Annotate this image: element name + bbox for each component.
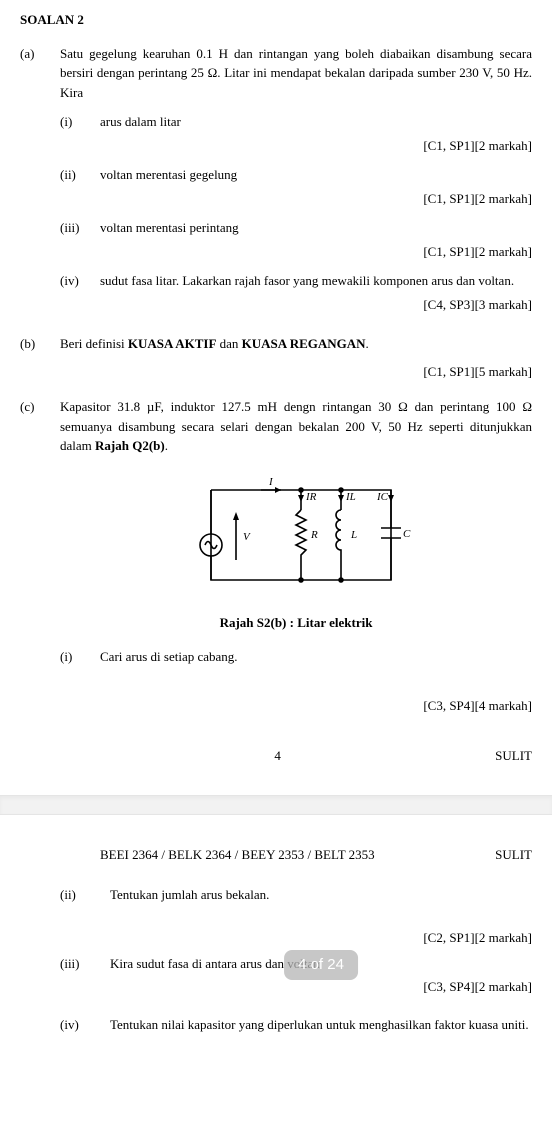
page-break — [0, 795, 552, 815]
circuit-label-v: V — [243, 531, 251, 543]
part-a-ii-label: (ii) — [60, 165, 100, 185]
part-a-ii: (ii) voltan merentasi gegelung — [60, 165, 532, 185]
page-2-header: BEEI 2364 / BELK 2364 / BEEY 2353 / BELT… — [100, 845, 532, 865]
part-c-label: (c) — [20, 397, 60, 765]
part-b-label: (b) — [20, 334, 60, 387]
part-a-i-label: (i) — [60, 112, 100, 132]
circuit-label-ic: IC — [376, 491, 389, 503]
circuit-label-l: L — [350, 529, 357, 541]
part-c-iv-text: Tentukan nilai kapasitor yang diperlukan… — [110, 1015, 532, 1035]
part-a-iv-marks: [C4, SP3][3 markah] — [60, 295, 532, 315]
part-a: (a) Satu gegelung kearuhan 0.1 H dan rin… — [20, 44, 532, 321]
part-a-iv-label: (iv) — [60, 271, 100, 291]
part-c-iii-marks: [C3, SP4][2 markah] — [20, 977, 532, 997]
part-a-intro: Satu gegelung kearuhan 0.1 H dan rintang… — [60, 44, 532, 103]
part-b-marks: [C1, SP1][5 markah] — [60, 362, 532, 382]
part-c-intro-post: . — [165, 438, 168, 453]
circuit-label-ir: IR — [305, 491, 317, 503]
part-c-ii-label: (ii) — [60, 885, 110, 905]
part-c-iii: (iii) Kira sudut fasa di antara arus dan… — [60, 954, 532, 974]
circuit-label-i: I — [268, 476, 274, 488]
part-a-iii-text: voltan merentasi perintang — [100, 218, 532, 238]
figure-caption: Rajah S2(b) : Litar elektrik — [60, 613, 532, 633]
circuit-figure: I IR IL IC V R L C — [60, 470, 532, 606]
part-c: (c) Kapasitor 31.8 µF, induktor 127.5 mH… — [20, 397, 532, 765]
part-a-iii-label: (iii) — [60, 218, 100, 238]
part-b-pre: Beri definisi — [60, 336, 128, 351]
page-indicator-overlay: 4 of 24 — [284, 950, 358, 981]
part-b-bold1: KUASA AKTIF — [128, 336, 217, 351]
part-c-ii: (ii) Tentukan jumlah arus bekalan. — [60, 885, 532, 905]
part-b-text: Beri definisi KUASA AKTIF dan KUASA REGA… — [60, 334, 532, 354]
page-footer-1: 4 SULIT — [60, 746, 532, 766]
part-a-ii-marks: [C1, SP1][2 markah] — [60, 189, 532, 209]
part-c-i-text: Cari arus di setiap cabang. — [100, 647, 532, 667]
part-c-ii-marks: [C2, SP1][2 markah] — [20, 928, 532, 948]
part-a-i-marks: [C1, SP1][2 markah] — [60, 136, 532, 156]
part-b-post: . — [366, 336, 369, 351]
part-c-i: (i) Cari arus di setiap cabang. — [60, 647, 532, 667]
part-c-intro-bold: Rajah Q2(b) — [95, 438, 165, 453]
part-c-i-label: (i) — [60, 647, 100, 667]
part-c-ii-text: Tentukan jumlah arus bekalan. — [110, 885, 532, 905]
part-c-iii-label: (iii) — [60, 954, 110, 974]
header-right-2: SULIT — [495, 845, 532, 865]
part-c-iv: (iv) Tentukan nilai kapasitor yang diper… — [60, 1015, 532, 1035]
part-a-iv: (iv) sudut fasa litar. Lakarkan rajah fa… — [60, 271, 532, 291]
part-c-iv-label: (iv) — [60, 1015, 110, 1035]
circuit-label-c: C — [403, 528, 411, 540]
part-b: (b) Beri definisi KUASA AKTIF dan KUASA … — [20, 334, 532, 387]
question-title: SOALAN 2 — [20, 10, 532, 30]
circuit-label-r: R — [310, 529, 318, 541]
part-b-bold2: KUASA REGANGAN — [242, 336, 366, 351]
circuit-label-il: IL — [345, 491, 356, 503]
page-number-1: 4 — [274, 746, 281, 766]
part-a-ii-text: voltan merentasi gegelung — [100, 165, 532, 185]
part-a-iii-marks: [C1, SP1][2 markah] — [60, 242, 532, 262]
part-b-mid: dan — [216, 336, 241, 351]
part-a-iii: (iii) voltan merentasi perintang — [60, 218, 532, 238]
part-a-i: (i) arus dalam litar — [60, 112, 532, 132]
part-a-iv-text: sudut fasa litar. Lakarkan rajah fasor y… — [100, 271, 532, 291]
part-c-i-marks: [C3, SP4][4 markah] — [60, 696, 532, 716]
part-a-label: (a) — [20, 44, 60, 321]
footer-right-1: SULIT — [495, 746, 532, 766]
part-c-intro: Kapasitor 31.8 µF, induktor 127.5 mH den… — [60, 397, 532, 456]
part-a-i-text: arus dalam litar — [100, 112, 532, 132]
course-codes: BEEI 2364 / BELK 2364 / BEEY 2353 / BELT… — [100, 845, 375, 865]
